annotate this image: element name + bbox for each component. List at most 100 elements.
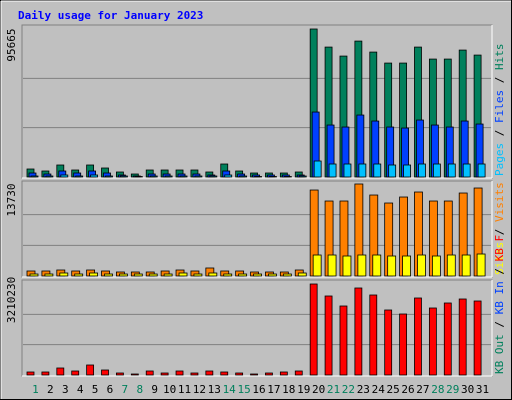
bar bbox=[104, 273, 113, 277]
bar bbox=[220, 371, 229, 376]
bar bbox=[56, 367, 65, 376]
x-tick-label: 15 bbox=[237, 383, 250, 396]
bar bbox=[208, 272, 218, 277]
bar bbox=[327, 254, 337, 277]
legend-entry: Pages bbox=[493, 143, 506, 176]
legend-separator: / bbox=[493, 314, 506, 334]
y-tick-label: 3210230 bbox=[5, 277, 18, 323]
x-tick-label: 29 bbox=[446, 383, 459, 396]
bar bbox=[428, 307, 437, 376]
bar bbox=[403, 164, 411, 178]
bar bbox=[417, 254, 426, 277]
bar bbox=[414, 297, 422, 376]
bar bbox=[41, 371, 50, 376]
bar bbox=[119, 273, 128, 277]
x-tick-label: 21 bbox=[327, 383, 340, 396]
bar bbox=[134, 176, 143, 178]
legend-entry: Sites bbox=[493, 242, 506, 275]
x-tick-label: 7 bbox=[122, 383, 129, 396]
bar bbox=[250, 373, 258, 376]
bar bbox=[343, 163, 352, 178]
x-tick-label: 25 bbox=[387, 383, 400, 396]
bar bbox=[447, 163, 456, 178]
bar bbox=[120, 175, 128, 178]
bar bbox=[59, 272, 69, 277]
bar bbox=[75, 175, 84, 178]
x-tick-label: 23 bbox=[357, 383, 370, 396]
x-tick-label: 1 bbox=[32, 383, 39, 396]
x-tick-label: 16 bbox=[252, 383, 265, 396]
bar bbox=[190, 372, 199, 376]
bar bbox=[235, 372, 244, 376]
x-tick-label: 9 bbox=[151, 383, 158, 396]
bar bbox=[313, 160, 322, 178]
bar bbox=[205, 370, 214, 376]
x-tick-label: 11 bbox=[178, 383, 191, 396]
bar bbox=[387, 255, 397, 277]
bar bbox=[309, 283, 318, 376]
bar bbox=[357, 254, 367, 277]
bar bbox=[462, 163, 471, 178]
bar bbox=[458, 298, 467, 376]
bar bbox=[194, 175, 203, 178]
x-tick-label: 12 bbox=[193, 383, 206, 396]
bar bbox=[223, 273, 233, 277]
bar bbox=[265, 372, 273, 376]
bar bbox=[476, 253, 486, 277]
bar bbox=[358, 163, 367, 178]
bar bbox=[473, 300, 482, 376]
bar bbox=[402, 255, 411, 277]
bar bbox=[60, 174, 69, 178]
bar bbox=[148, 273, 158, 277]
bar bbox=[164, 175, 173, 178]
legend: KB Out / KB In / KB F bbox=[493, 235, 506, 374]
bar bbox=[253, 273, 262, 277]
bar bbox=[282, 273, 292, 277]
bar bbox=[101, 369, 109, 376]
bar bbox=[384, 309, 393, 376]
legend-separator: / bbox=[493, 222, 506, 242]
bar bbox=[133, 273, 143, 277]
bar bbox=[209, 175, 218, 178]
bar bbox=[298, 175, 307, 178]
x-tick-label: 26 bbox=[401, 383, 414, 396]
bar bbox=[105, 175, 113, 178]
x-tick-label: 13 bbox=[208, 383, 221, 396]
bar bbox=[431, 255, 441, 277]
x-tick-label: 10 bbox=[163, 383, 176, 396]
bar bbox=[399, 313, 407, 376]
y-tick-label: 95665 bbox=[5, 28, 18, 61]
bar bbox=[369, 294, 378, 376]
chart-title: Daily usage for January 2023 bbox=[18, 9, 203, 22]
bar bbox=[283, 176, 292, 178]
bar bbox=[29, 273, 39, 277]
x-tick-label: 24 bbox=[372, 383, 386, 396]
bar bbox=[45, 175, 54, 178]
bar bbox=[71, 370, 80, 376]
bar bbox=[89, 272, 99, 277]
bar bbox=[446, 254, 456, 277]
x-tick-label: 28 bbox=[431, 383, 444, 396]
plot-area bbox=[21, 180, 493, 278]
bar bbox=[297, 272, 307, 277]
bar bbox=[269, 176, 277, 178]
x-tick-label: 18 bbox=[282, 383, 295, 396]
bar bbox=[238, 273, 248, 277]
bar bbox=[268, 273, 277, 277]
bar bbox=[388, 164, 397, 178]
bar bbox=[86, 364, 95, 376]
bar bbox=[372, 254, 382, 277]
legend: Pages / Files / Hits bbox=[493, 44, 506, 177]
x-tick-label: 3 bbox=[62, 383, 69, 396]
bar bbox=[90, 174, 99, 178]
bar bbox=[74, 273, 84, 277]
bar bbox=[163, 273, 173, 277]
bar bbox=[294, 370, 303, 376]
x-tick-label: 27 bbox=[416, 383, 429, 396]
bar bbox=[160, 372, 169, 376]
bar bbox=[179, 175, 188, 178]
bar bbox=[178, 272, 188, 277]
legend-entry: Files bbox=[493, 90, 506, 123]
bar bbox=[175, 370, 184, 376]
bar bbox=[477, 163, 486, 178]
